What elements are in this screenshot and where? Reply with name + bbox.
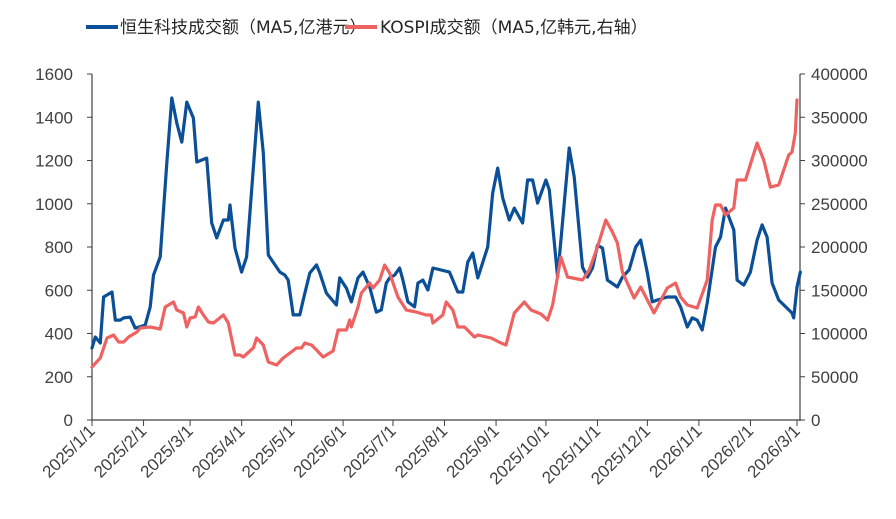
right-tick-label: 0	[811, 411, 820, 430]
x-tick-label: 2025/8/1	[391, 421, 451, 481]
legend-label-kospi: KOSPI成交额（MA5,亿韩元,右轴）	[380, 18, 648, 38]
right-tick-label: 100000	[811, 325, 868, 344]
right-tick-label: 150000	[811, 281, 868, 300]
x-tick-label: 2025/4/1	[188, 421, 248, 481]
series-line-kospi	[90, 98, 799, 369]
legend: 恒生科技成交额（MA5,亿港元） KOSPI成交额（MA5,亿韩元,右轴）	[86, 18, 648, 38]
right-tick-label: 400000	[811, 65, 868, 84]
right-tick-label: 50000	[811, 368, 858, 387]
left-tick-label: 400	[45, 325, 73, 344]
left-tick-label: 200	[45, 368, 73, 387]
x-tick-label: 2025/7/1	[340, 421, 400, 481]
x-tick-label: 2025/5/1	[238, 421, 298, 481]
left-tick-label: 1400	[35, 108, 73, 127]
x-tick-label: 2026/1/1	[645, 421, 705, 481]
right-tick-label: 350000	[811, 108, 868, 127]
left-tick-label: 1200	[35, 152, 73, 171]
left-tick-label: 1000	[35, 195, 73, 214]
right-tick-label: 200000	[811, 238, 868, 257]
left-tick-label: 800	[45, 238, 73, 257]
series-line-hstech	[90, 96, 802, 350]
x-tick-label: 2025/1/1	[39, 421, 99, 481]
series-lines	[90, 96, 802, 369]
right-tick-label: 250000	[811, 195, 868, 214]
left-tick-label: 600	[45, 281, 73, 300]
left-tick-label: 0	[64, 411, 73, 430]
legend-label-hstech: 恒生科技成交额（MA5,亿港元）	[120, 18, 367, 38]
right-tick-label: 300000	[811, 152, 868, 171]
x-tick-label: 2025/6/1	[290, 421, 350, 481]
left-tick-label: 1600	[35, 65, 73, 84]
